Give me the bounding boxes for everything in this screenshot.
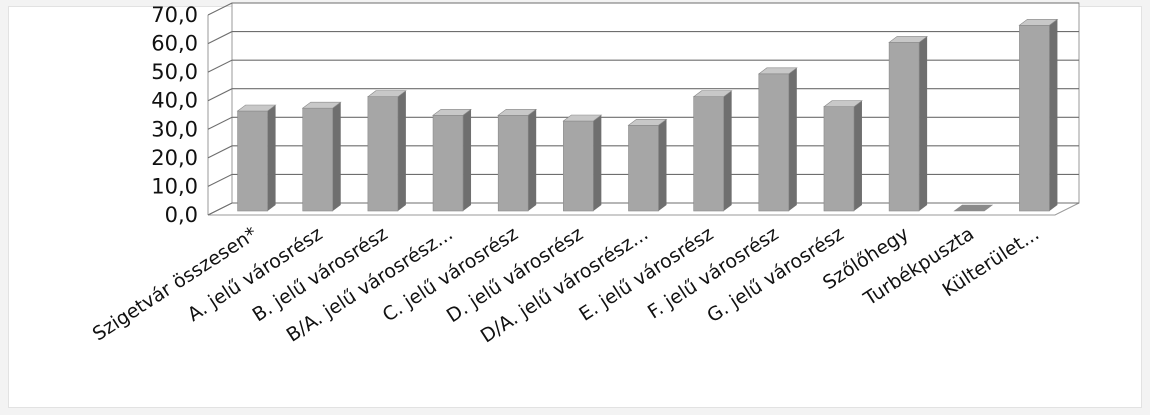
bar-front	[237, 110, 268, 212]
y-tick-label: 30,0	[151, 117, 198, 141]
bar-side	[397, 90, 406, 211]
bar	[236, 104, 277, 212]
bar	[757, 67, 798, 212]
bar	[1018, 18, 1059, 212]
gridline	[207, 59, 1079, 73]
bar-front	[497, 114, 529, 212]
bar-top	[757, 67, 798, 75]
y-tick-label: 60,0	[151, 32, 198, 56]
bar-top	[497, 108, 538, 116]
gridline	[207, 31, 1079, 45]
bar-top	[366, 90, 407, 98]
bar-front	[823, 106, 855, 212]
bar-top	[627, 118, 668, 126]
bar-top	[823, 100, 863, 108]
y-tick-label: 10,0	[151, 174, 198, 198]
bar-side	[593, 115, 602, 211]
bar-side	[723, 90, 732, 211]
bar-side	[463, 109, 472, 211]
bar	[432, 108, 472, 212]
bar-side	[332, 102, 341, 211]
bar-top	[432, 108, 472, 116]
bar-front	[563, 120, 594, 212]
bar-top	[562, 114, 603, 122]
y-tick-label: 40,0	[151, 89, 198, 113]
x-tick-label: Turbékpuszta	[859, 223, 978, 311]
bar-front	[693, 96, 724, 212]
y-tick-label: 20,0	[151, 146, 198, 170]
bar	[562, 114, 603, 212]
bar-top	[953, 204, 994, 212]
bar-side	[658, 119, 667, 211]
bar-top	[301, 101, 342, 109]
y-tick-label: 50,0	[151, 60, 198, 84]
bar	[627, 118, 668, 212]
bar-front	[758, 73, 790, 212]
bar-front	[1019, 24, 1050, 212]
bar-side	[528, 109, 537, 211]
gridline	[207, 2, 1079, 16]
bar-front	[367, 96, 399, 212]
bar-top	[236, 104, 277, 112]
bar	[301, 101, 342, 212]
bar-front	[302, 107, 334, 212]
y-tick-label: 70,0	[151, 3, 198, 27]
bar-top	[692, 90, 733, 98]
bar-side	[788, 67, 797, 211]
bar-top	[888, 36, 929, 43]
bar-front	[888, 42, 920, 212]
bar	[953, 204, 994, 212]
bar-front	[628, 124, 659, 212]
y-axis-ticks: 0,0 10,0 20,0 30,0 40,0 50,0 60,0 70,0	[151, 3, 198, 227]
bar	[366, 90, 407, 212]
bar-top	[1018, 18, 1059, 26]
bar	[888, 36, 929, 212]
bar-front	[432, 114, 464, 212]
bar	[823, 100, 863, 212]
bar	[692, 90, 733, 212]
y-tick-label: 0,0	[165, 203, 198, 227]
bar	[497, 108, 538, 212]
bars	[236, 18, 1059, 212]
bar-side	[919, 36, 928, 211]
bar-side	[267, 105, 276, 211]
bar-side	[853, 100, 862, 211]
bar-side	[1049, 19, 1058, 211]
